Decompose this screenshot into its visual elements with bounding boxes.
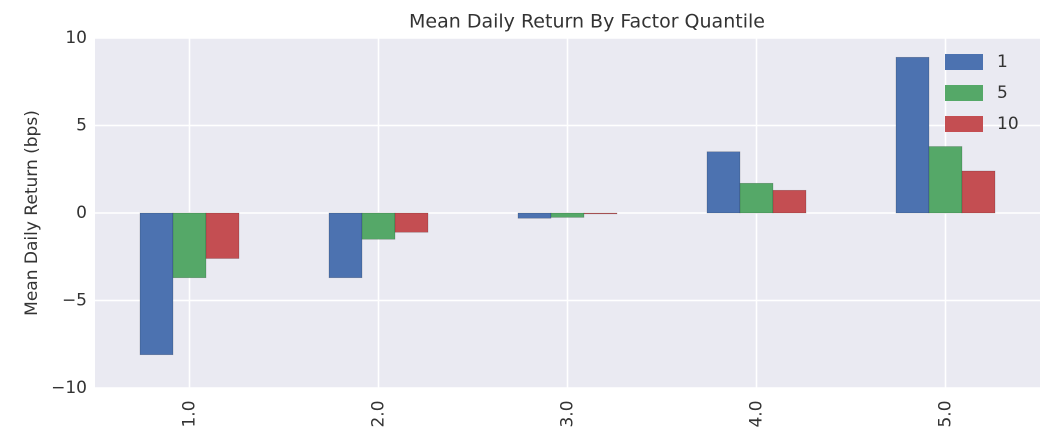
bar xyxy=(172,212,207,279)
bar xyxy=(394,212,429,233)
bar xyxy=(961,170,996,214)
x-tick-label: 5.0 xyxy=(936,400,956,427)
y-tick-label: 0 xyxy=(76,203,87,223)
x-tick-label: 3.0 xyxy=(558,400,578,427)
bar xyxy=(928,146,963,214)
y-tick-label: 5 xyxy=(76,116,87,136)
x-tick-label: 1.0 xyxy=(180,400,200,427)
bar xyxy=(139,212,174,356)
x-tick-label: 2.0 xyxy=(369,400,389,427)
bar xyxy=(583,212,618,215)
bar xyxy=(739,182,774,214)
legend-label: 10 xyxy=(997,114,1019,134)
chart-title: Mean Daily Return By Factor Quantile xyxy=(409,11,765,33)
legend-swatch xyxy=(945,85,983,101)
y-axis-label: Mean Daily Return (bps) xyxy=(22,110,42,316)
legend-swatch xyxy=(945,116,983,132)
bar xyxy=(205,212,240,259)
y-tick-label: −10 xyxy=(51,378,87,398)
bar xyxy=(328,212,363,279)
bar xyxy=(706,151,741,214)
bar xyxy=(895,56,930,214)
legend-label: 5 xyxy=(997,83,1008,103)
bar xyxy=(361,212,396,240)
legend-label: 1 xyxy=(997,52,1008,72)
legend-swatch xyxy=(945,54,983,70)
bar xyxy=(517,212,552,219)
y-tick-label: 10 xyxy=(65,28,87,48)
bar xyxy=(550,212,585,218)
x-tick-label: 4.0 xyxy=(747,400,767,427)
bar xyxy=(772,189,807,214)
y-tick-label: −5 xyxy=(62,291,87,311)
